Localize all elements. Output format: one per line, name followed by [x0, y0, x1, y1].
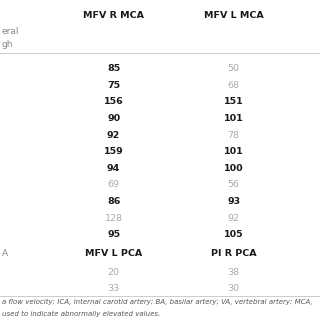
Text: 101: 101 [224, 114, 244, 123]
Text: 86: 86 [107, 197, 120, 206]
Text: 159: 159 [104, 147, 124, 156]
Text: 156: 156 [104, 97, 124, 106]
Text: 20: 20 [108, 268, 120, 277]
Text: gh: gh [2, 40, 13, 49]
Text: 100: 100 [224, 164, 244, 173]
Text: 78: 78 [228, 131, 240, 140]
Text: a flow velocity; ICA, internal carotid artery; BA, basilar artery; VA, vertebral: a flow velocity; ICA, internal carotid a… [2, 299, 312, 305]
Text: 50: 50 [228, 64, 240, 73]
Text: 105: 105 [224, 230, 244, 239]
Text: 128: 128 [105, 214, 123, 223]
Text: used to indicate abnormally elevated values.: used to indicate abnormally elevated val… [2, 310, 160, 316]
Text: MFV L PCA: MFV L PCA [85, 249, 142, 258]
Text: 69: 69 [108, 180, 120, 189]
Text: 101: 101 [224, 147, 244, 156]
Text: 85: 85 [107, 64, 120, 73]
Text: 92: 92 [228, 214, 240, 223]
Text: 38: 38 [228, 268, 240, 277]
Text: 93: 93 [227, 197, 240, 206]
Text: 68: 68 [228, 81, 240, 90]
Text: 30: 30 [228, 284, 240, 293]
Text: 90: 90 [107, 114, 120, 123]
Text: MFV R MCA: MFV R MCA [83, 11, 144, 20]
Text: 95: 95 [107, 230, 120, 239]
Text: A: A [2, 249, 8, 258]
Text: 33: 33 [108, 284, 120, 293]
Text: 92: 92 [107, 131, 120, 140]
Text: 94: 94 [107, 164, 120, 173]
Text: 151: 151 [224, 97, 244, 106]
Text: eral: eral [2, 27, 19, 36]
Text: 75: 75 [107, 81, 120, 90]
Text: PI R PCA: PI R PCA [211, 249, 256, 258]
Text: 56: 56 [228, 180, 240, 189]
Text: MFV L MCA: MFV L MCA [204, 11, 263, 20]
